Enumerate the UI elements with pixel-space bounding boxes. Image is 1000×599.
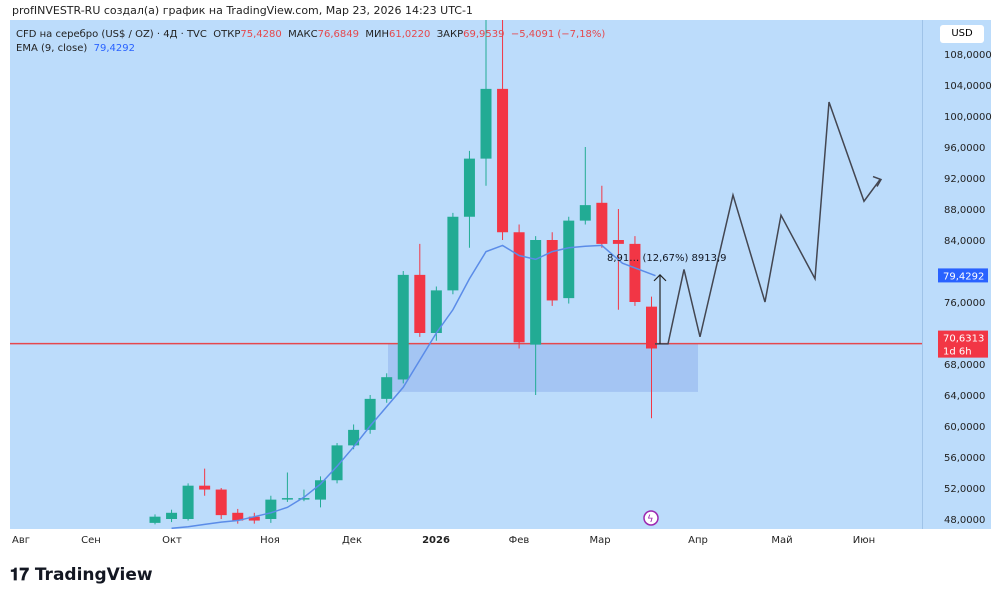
y-tick-label: 88,0000 bbox=[944, 205, 985, 216]
ema-line bbox=[171, 244, 656, 529]
candle-body bbox=[596, 202, 608, 244]
candle-body bbox=[563, 220, 575, 299]
x-tick-label: Сен bbox=[81, 535, 101, 546]
candle-body bbox=[215, 489, 227, 516]
candle-body bbox=[447, 216, 459, 291]
attribution: profINVESTR-RU создал(а) график на Tradi… bbox=[12, 4, 473, 17]
y-tick-label: 48,0000 bbox=[944, 515, 985, 526]
y-tick-label: 60,0000 bbox=[944, 422, 985, 433]
candle-body bbox=[513, 232, 525, 343]
open-value: 75,4280 bbox=[240, 29, 282, 40]
y-tick-label: 92,0000 bbox=[944, 174, 985, 185]
flash-glyph-icon: ϟ bbox=[647, 514, 654, 525]
tradingview-logo: 𝟏𝟕 TradingView bbox=[10, 565, 153, 585]
y-tick-label: 100,0000 bbox=[944, 112, 992, 123]
x-tick-label: Ноя bbox=[260, 535, 280, 546]
close-label: ЗАКР bbox=[436, 29, 464, 40]
ema-badge-value: 79,4292 bbox=[943, 271, 984, 282]
candle-body bbox=[199, 485, 211, 490]
candles bbox=[149, 20, 657, 525]
tv-icon: 𝟏𝟕 bbox=[10, 565, 29, 585]
ema-value: 79,4292 bbox=[93, 43, 135, 54]
x-tick-label: Авг bbox=[12, 535, 30, 546]
y-tick-label: 56,0000 bbox=[944, 453, 985, 464]
candle-body bbox=[612, 240, 624, 244]
measure-arrow-icon bbox=[653, 274, 667, 282]
y-tick-label: 108,0000 bbox=[944, 50, 992, 61]
open-label: ОТКР bbox=[213, 29, 241, 40]
y-tick-label: 84,0000 bbox=[944, 236, 985, 247]
candle-body bbox=[232, 512, 244, 521]
y-tick-label: 76,0000 bbox=[944, 298, 985, 309]
high-label: МАКС bbox=[288, 29, 318, 40]
low-value: 61,0220 bbox=[389, 29, 431, 40]
candle-body bbox=[430, 290, 442, 333]
candle-body bbox=[248, 516, 260, 521]
x-tick-label: Май bbox=[771, 535, 792, 546]
ema-badge bbox=[938, 268, 988, 283]
y-tick-label: 96,0000 bbox=[944, 143, 985, 154]
legend: CFD на серебро (US$ / OZ) · 4Д · TVC ОТК… bbox=[16, 28, 605, 56]
measure-label: 8,91… (12,67%) 8913,9 bbox=[607, 253, 727, 264]
high-value: 76,6849 bbox=[317, 29, 359, 40]
price-badge bbox=[938, 330, 988, 358]
ema-label: EMA (9, close) bbox=[16, 43, 88, 54]
candle-body bbox=[480, 88, 492, 159]
candle-body bbox=[397, 274, 409, 380]
projection-path bbox=[655, 101, 881, 345]
y-tick-label: 64,0000 bbox=[944, 391, 985, 402]
low-label: МИН bbox=[365, 29, 389, 40]
candle-body bbox=[629, 243, 641, 302]
logo-text: TradingView bbox=[34, 565, 153, 585]
x-tick-label: Дек bbox=[342, 535, 362, 546]
candle-body bbox=[364, 398, 376, 430]
candle-body bbox=[546, 240, 558, 301]
x-tick-label: Апр bbox=[688, 535, 708, 546]
x-tick-label: Июн bbox=[853, 535, 875, 546]
candle-body bbox=[166, 512, 178, 519]
candle-body bbox=[646, 306, 657, 349]
y-tick-label: 104,0000 bbox=[944, 81, 992, 92]
candle-body bbox=[182, 485, 194, 519]
candle-body bbox=[298, 498, 310, 500]
candle-body bbox=[348, 429, 360, 446]
candle-body bbox=[463, 158, 475, 217]
candle-body bbox=[530, 240, 542, 345]
chart-svg: 8,91… (12,67%) 8913,9 108,0000 104,0000 100… bbox=[10, 20, 992, 546]
x-tick-label: Фев bbox=[509, 535, 530, 546]
change-value: −5,4091 (−7,18%) bbox=[510, 29, 606, 40]
candle-body bbox=[331, 445, 343, 481]
symbol-label: CFD на серебро (US$ / OZ) · 4Д · TVC bbox=[16, 29, 207, 40]
price-badge-value: 70,6313 bbox=[943, 334, 984, 345]
candle-body bbox=[281, 498, 293, 500]
candle-body bbox=[497, 88, 509, 233]
y-tick-label: 52,0000 bbox=[944, 484, 985, 495]
x-tick-label: 2026 bbox=[422, 535, 450, 546]
candle-body bbox=[265, 499, 277, 519]
candle-body bbox=[315, 480, 326, 500]
event-flash-icon bbox=[643, 510, 659, 526]
price-badge-countdown: 1d 6h bbox=[943, 347, 972, 358]
candle-body bbox=[414, 274, 426, 333]
close-value: 69,9539 bbox=[463, 29, 505, 40]
support-zone bbox=[388, 343, 698, 392]
candle-body bbox=[381, 377, 393, 399]
arrow-head-icon bbox=[872, 175, 883, 187]
y-tick-label: 68,0000 bbox=[944, 360, 985, 371]
candle-body bbox=[579, 205, 591, 221]
candle-body bbox=[149, 516, 161, 523]
currency-button[interactable]: USD bbox=[940, 25, 984, 43]
x-tick-label: Мар bbox=[589, 535, 610, 546]
x-tick-label: Окт bbox=[162, 535, 182, 546]
